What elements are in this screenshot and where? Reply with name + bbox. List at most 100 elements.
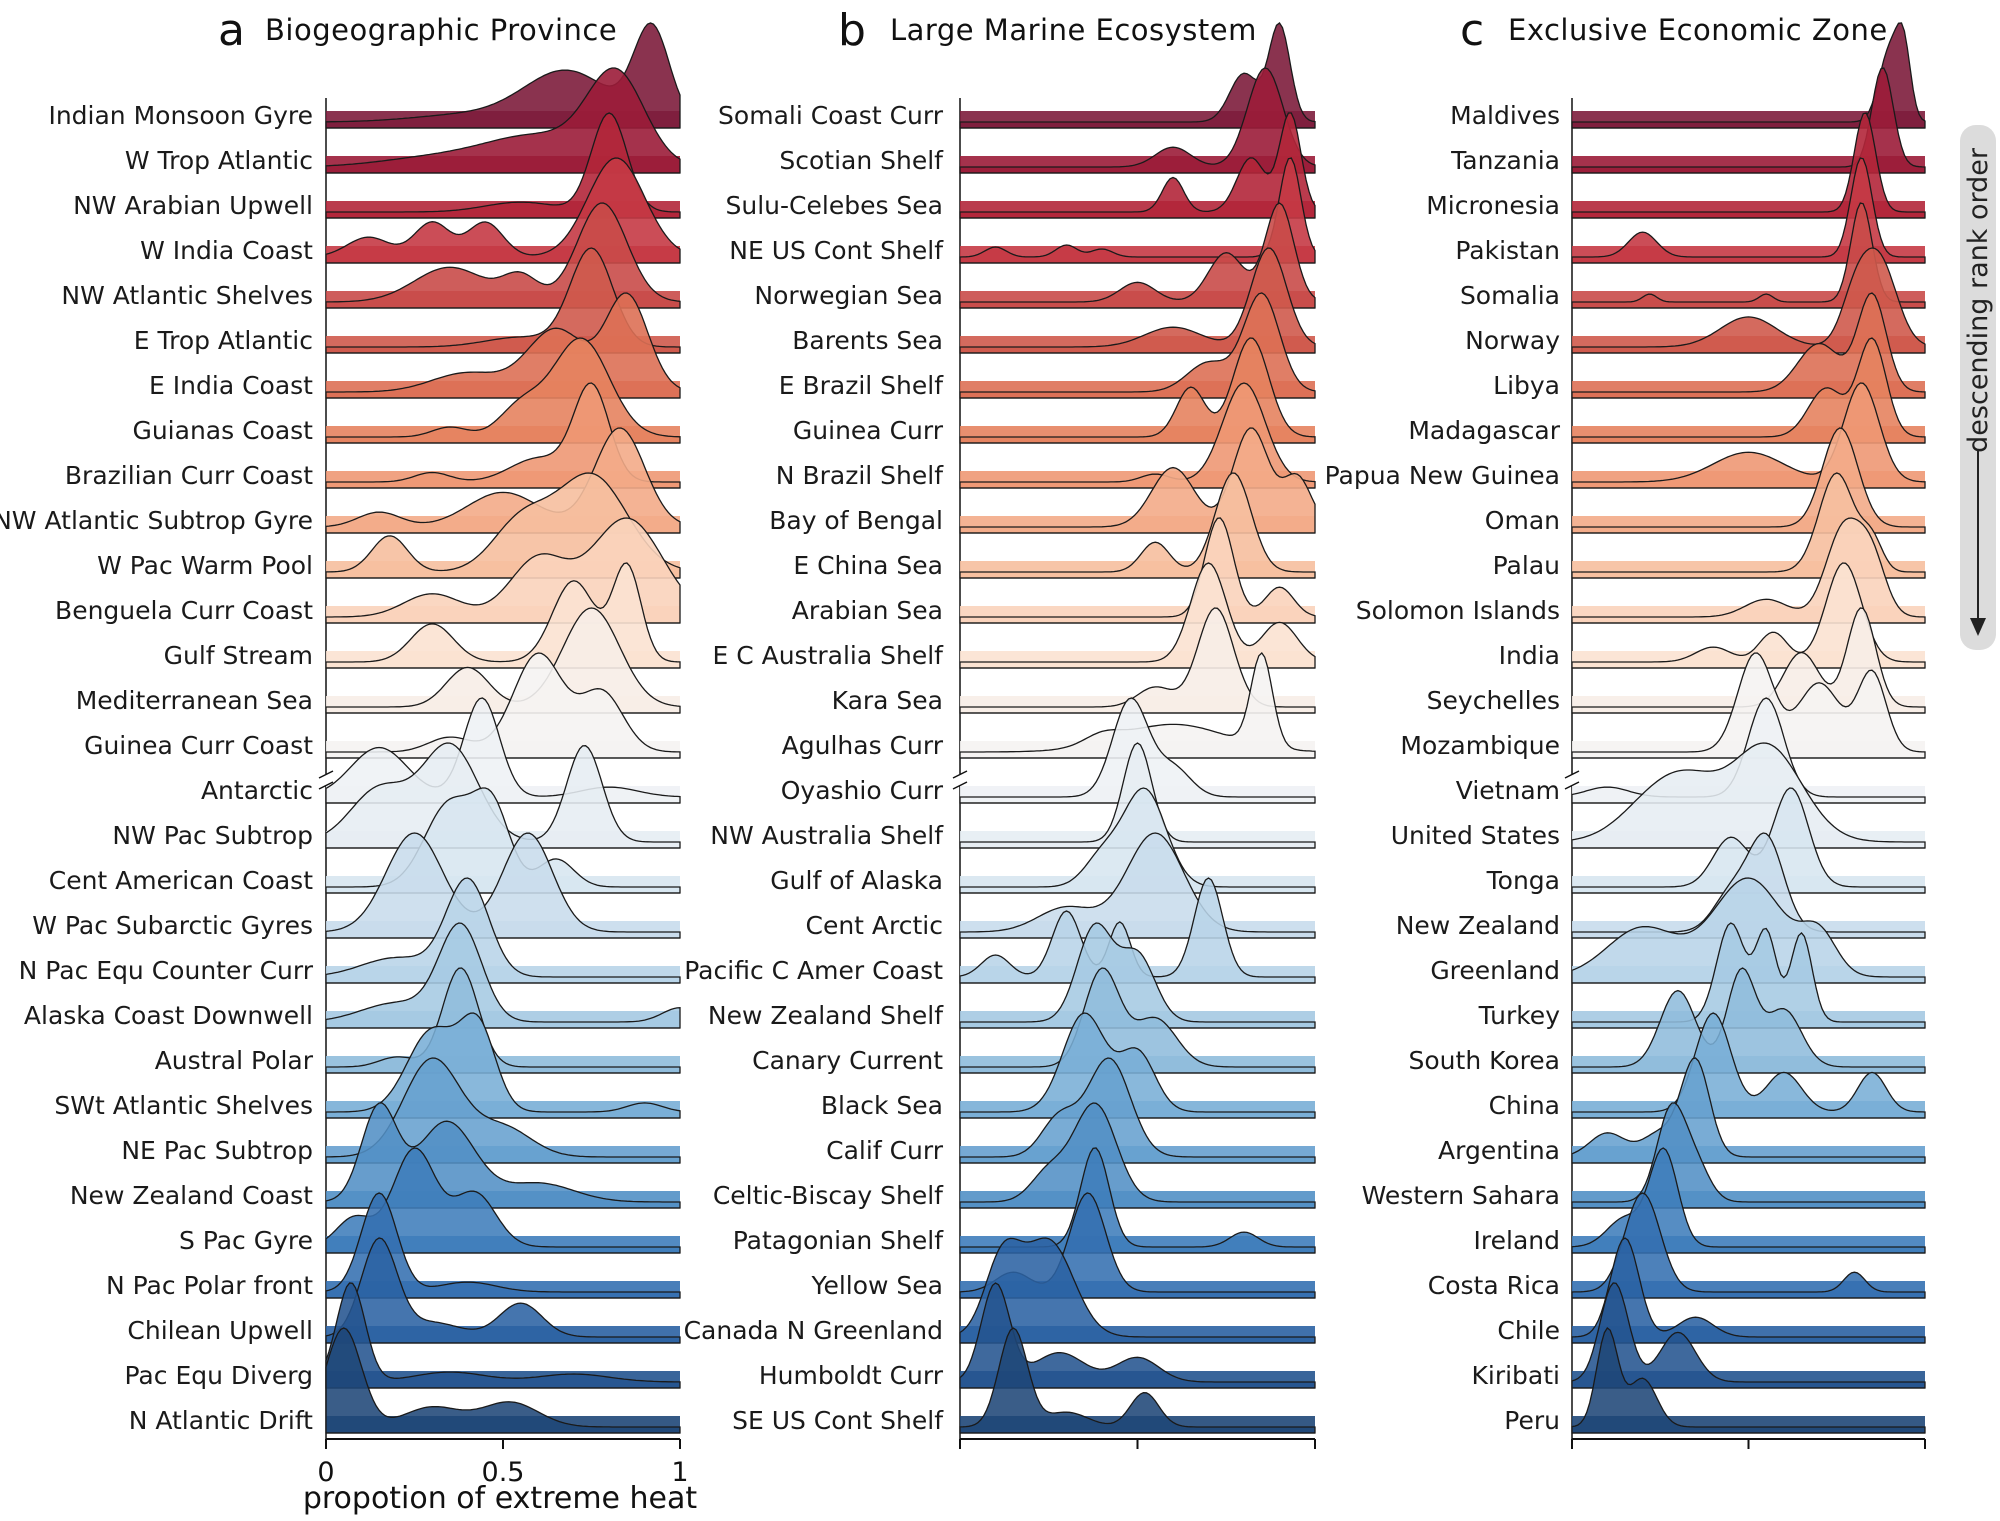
a-row-label: S Pac Gyre [179, 1226, 313, 1255]
c-ridge-16 [1571, 742, 1926, 849]
a-row-label: N Pac Equ Counter Curr [19, 956, 314, 985]
panel-c-letter: c [1460, 5, 1484, 56]
a-row-label: N Atlantic Drift [129, 1406, 313, 1435]
panel-b-title: Large Marine Ecosystem [890, 13, 1257, 47]
a-row-label: W Trop Atlantic [125, 146, 313, 175]
b-row-label: Yellow Sea [811, 1271, 943, 1300]
a-ridge-27 [325, 1237, 681, 1344]
a-ridge-20 [325, 922, 681, 1029]
c-ridge-2 [1571, 112, 1926, 219]
a-ridge-18 [325, 832, 681, 939]
a-row-label: N Pac Polar front [106, 1271, 313, 1300]
c-row-label: Argentina [1438, 1136, 1560, 1165]
c-row-label: Papua New Guinea [1325, 461, 1560, 490]
c-row-label: Micronesia [1426, 191, 1560, 220]
rank-order-arrow-head [1970, 618, 1986, 636]
a-x-tick-label: 0.5 [482, 1457, 525, 1488]
b-ridge-18 [959, 832, 1316, 939]
panel-b-ridges: Somali Coast Curr Scotian Shelf Sulu-Celeb… [684, 22, 1316, 1449]
c-row-label: Seychelles [1427, 686, 1560, 715]
a-row-label: Indian Monsoon Gyre [48, 101, 313, 130]
c-ridge-21 [1571, 967, 1926, 1074]
b-ridge-24 [959, 1102, 1316, 1209]
c-row-label: Kiribati [1471, 1361, 1560, 1390]
c-ridge-22 [1571, 1012, 1926, 1119]
a-row-label: Antarctic [201, 776, 313, 805]
c-row-label: Libya [1493, 371, 1560, 400]
c-row-label: Tonga [1486, 866, 1560, 895]
c-ridge-29 [1571, 1327, 1926, 1434]
a-ridge-19 [325, 877, 681, 984]
b-row-label: SE US Cont Shelf [732, 1406, 944, 1435]
a-row-label: NW Atlantic Subtrop Gyre [0, 506, 313, 535]
c-row-label: Vietnam [1456, 776, 1560, 805]
a-row-label: Benguela Curr Coast [55, 596, 313, 625]
b-row-label: Cent Arctic [806, 911, 944, 940]
a-row-label: Brazilian Curr Coast [65, 461, 313, 490]
a-row-label: Austral Polar [155, 1046, 314, 1075]
a-row-label: Chilean Upwell [127, 1316, 313, 1345]
a-row-label: New Zealand Coast [70, 1181, 313, 1210]
c-ridge-19 [1571, 877, 1926, 984]
a-row-label: E India Coast [149, 371, 313, 400]
c-row-label: Costa Rica [1428, 1271, 1560, 1300]
rank-order-label: descending rank order [1963, 147, 1994, 453]
a-row-label: W Pac Warm Pool [97, 551, 313, 580]
b-row-label: Patagonian Shelf [733, 1226, 945, 1255]
b-ridge-17 [959, 787, 1316, 894]
x-axis-label: propotion of extreme heat [303, 1481, 698, 1516]
c-ridge-3 [1571, 157, 1926, 264]
c-row-label: Turkey [1478, 1001, 1561, 1030]
a-row-label: Guianas Coast [132, 416, 313, 445]
panel-b-letter: b [838, 5, 866, 56]
c-ridge-6 [1571, 292, 1926, 399]
b-row-label: Gulf of Alaska [770, 866, 943, 895]
a-row-label: Alaska Coast Downwell [24, 1001, 313, 1030]
a-ridge-11 [325, 517, 681, 624]
c-ridge-14 [1571, 652, 1926, 759]
c-row-label: Tanzania [1450, 146, 1560, 175]
c-ridge-4 [1571, 202, 1926, 309]
a-row-label: W Pac Subarctic Gyres [32, 911, 313, 940]
b-row-label: Scotian Shelf [779, 146, 944, 175]
c-row-label: India [1499, 641, 1560, 670]
c-row-label: Mozambique [1400, 731, 1560, 760]
b-row-label: Agulhas Curr [782, 731, 944, 760]
c-row-label: Somalia [1460, 281, 1560, 310]
b-ridge-22 [959, 1012, 1316, 1119]
b-row-label: New Zealand Shelf [708, 1001, 944, 1030]
a-row-label: Gulf Stream [164, 641, 313, 670]
b-ridge-27 [959, 1237, 1316, 1344]
b-row-label: Oyashio Curr [781, 776, 944, 805]
a-axis-break [318, 770, 334, 790]
a-row-label: SWt Atlantic Shelves [54, 1091, 313, 1120]
rank-order-badge [1960, 125, 1996, 650]
c-row-label: Madagascar [1408, 416, 1560, 445]
c-ridge-28 [1571, 1282, 1926, 1389]
c-ridge-1 [1571, 67, 1926, 174]
c-ridge-25 [1571, 1147, 1926, 1254]
rank-order-indicator: descending rank order [1960, 125, 1996, 650]
b-row-label: E C Australia Shelf [712, 641, 944, 670]
b-ridge-29 [959, 1327, 1316, 1434]
b-row-label: Kara Sea [832, 686, 943, 715]
panel-a-title: Biogeographic Province [265, 13, 617, 47]
panel-c-ridges: Maldives Tanzania Micronesia Pakistan Somali… [1325, 22, 1926, 1449]
c-row-label: Ireland [1474, 1226, 1560, 1255]
c-axis-break [1564, 770, 1580, 790]
b-row-label: Canada N Greenland [684, 1316, 943, 1345]
a-row-label: NW Arabian Upwell [73, 191, 313, 220]
b-row-label: Black Sea [821, 1091, 943, 1120]
c-row-label: United States [1391, 821, 1560, 850]
c-row-label: Oman [1485, 506, 1560, 535]
b-row-label: Humboldt Curr [759, 1361, 944, 1390]
b-row-label: NE US Cont Shelf [729, 236, 944, 265]
a-row-label: NW Pac Subtrop [112, 821, 313, 850]
b-ridge-6 [959, 292, 1316, 399]
b-ridge-4 [959, 202, 1316, 309]
b-row-label: Barents Sea [792, 326, 943, 355]
b-ridge-23 [959, 1057, 1316, 1164]
b-row-label: Pacific C Amer Coast [684, 956, 943, 985]
a-row-label: Guinea Curr Coast [84, 731, 313, 760]
